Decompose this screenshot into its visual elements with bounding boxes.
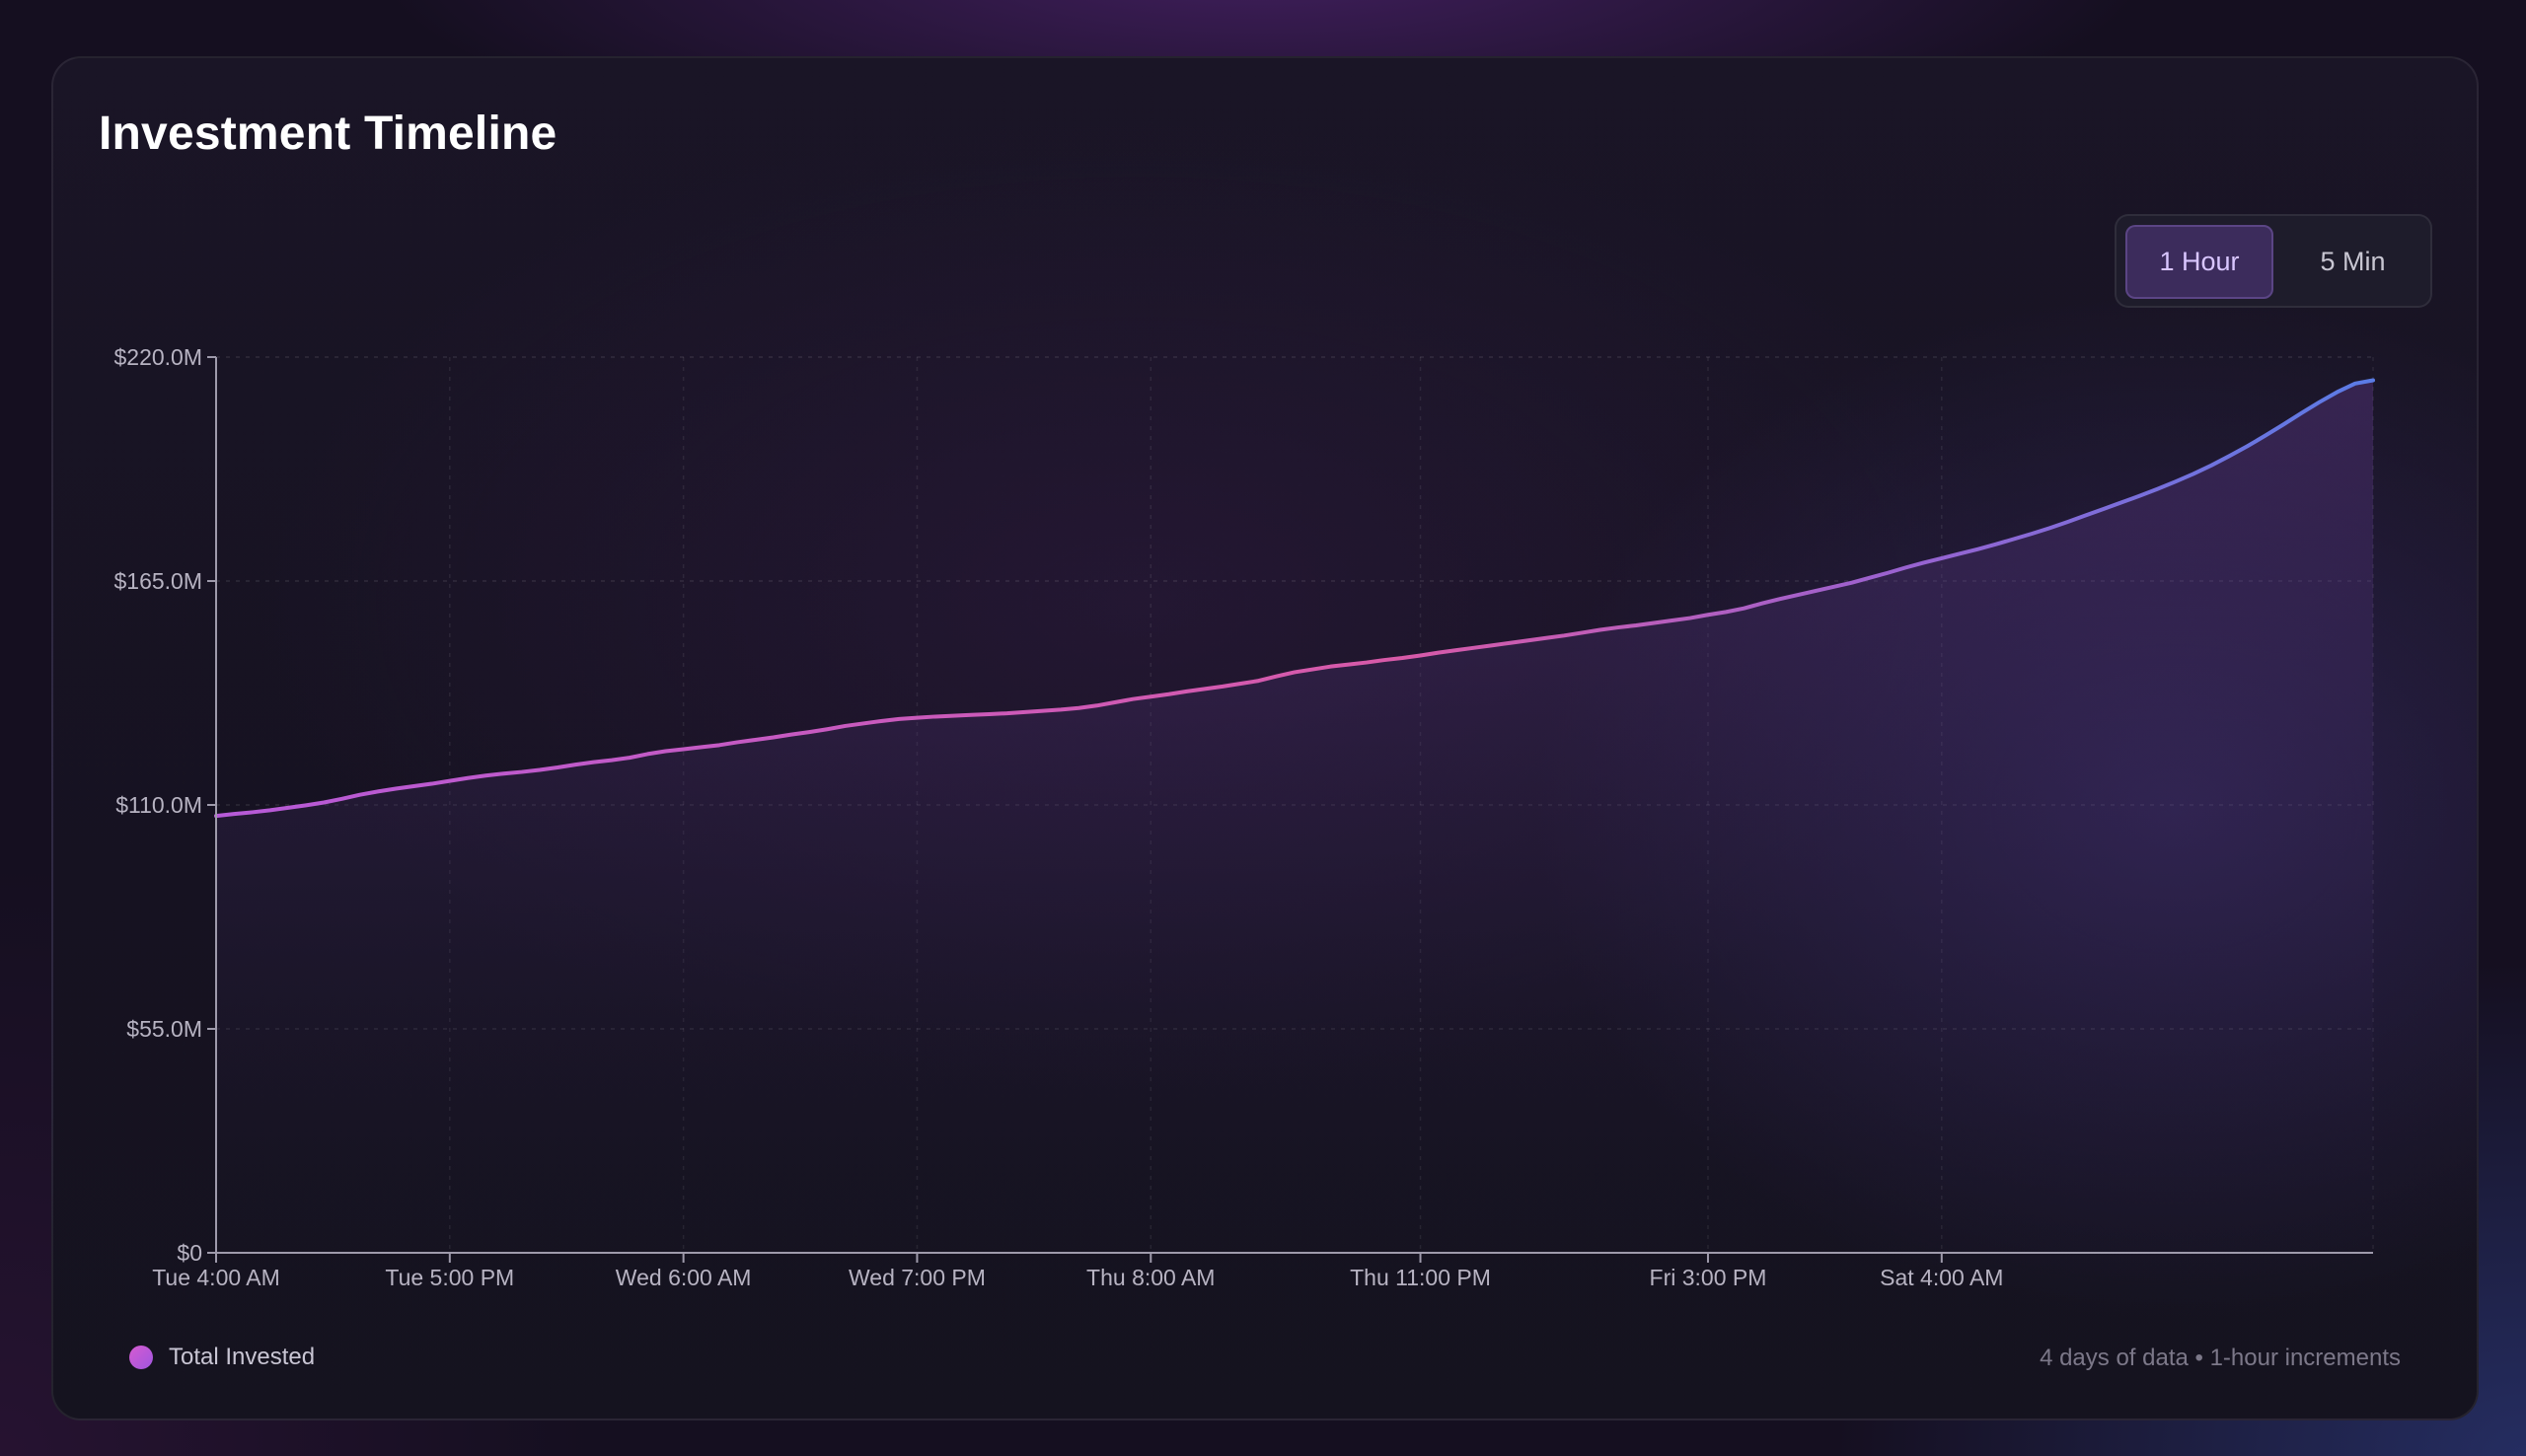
y-axis-ticks: $0 $55.0M $110.0M $165.0M $220.0M [113, 344, 216, 1266]
legend-swatch [129, 1346, 153, 1369]
x-tick-label: Thu 11:00 PM [1350, 1265, 1491, 1290]
x-tick-label: Tue 4:00 AM [152, 1265, 280, 1290]
y-tick-label: $220.0M [113, 344, 202, 370]
y-tick-label: $110.0M [115, 792, 202, 818]
legend: Total Invested [129, 1344, 315, 1371]
y-tick-label: $0 [177, 1240, 202, 1266]
x-tick-label: Thu 8:00 AM [1086, 1265, 1215, 1290]
page-title: Investment Timeline [99, 108, 557, 160]
x-tick-label: Fri 3:00 PM [1650, 1265, 1767, 1290]
interval-5-min-button[interactable]: 5 Min [2320, 247, 2386, 276]
x-axis-ticks: Tue 4:00 AM Tue 5:00 PM Wed 6:00 AM Wed 7:0… [152, 1253, 2003, 1290]
x-tick-label: Sat 4:00 AM [1880, 1265, 2003, 1290]
series-line-total-invested [214, 378, 2375, 819]
x-tick-label: Wed 6:00 AM [616, 1265, 752, 1290]
legend-label-total-invested: Total Invested [169, 1344, 316, 1370]
area-fill [216, 380, 2373, 1253]
data-range-note: 4 days of data • 1-hour increments [2040, 1345, 2401, 1371]
y-tick-label: $55.0M [126, 1016, 202, 1042]
interval-1-hour-button[interactable]: 1 Hour [2125, 225, 2273, 299]
y-tick-label: $165.0M [113, 568, 202, 594]
x-tick-label: Tue 5:00 PM [385, 1265, 514, 1290]
x-tick-label: Wed 7:00 PM [849, 1265, 986, 1290]
interval-toggle: 1 Hour 5 Min [2115, 214, 2432, 308]
